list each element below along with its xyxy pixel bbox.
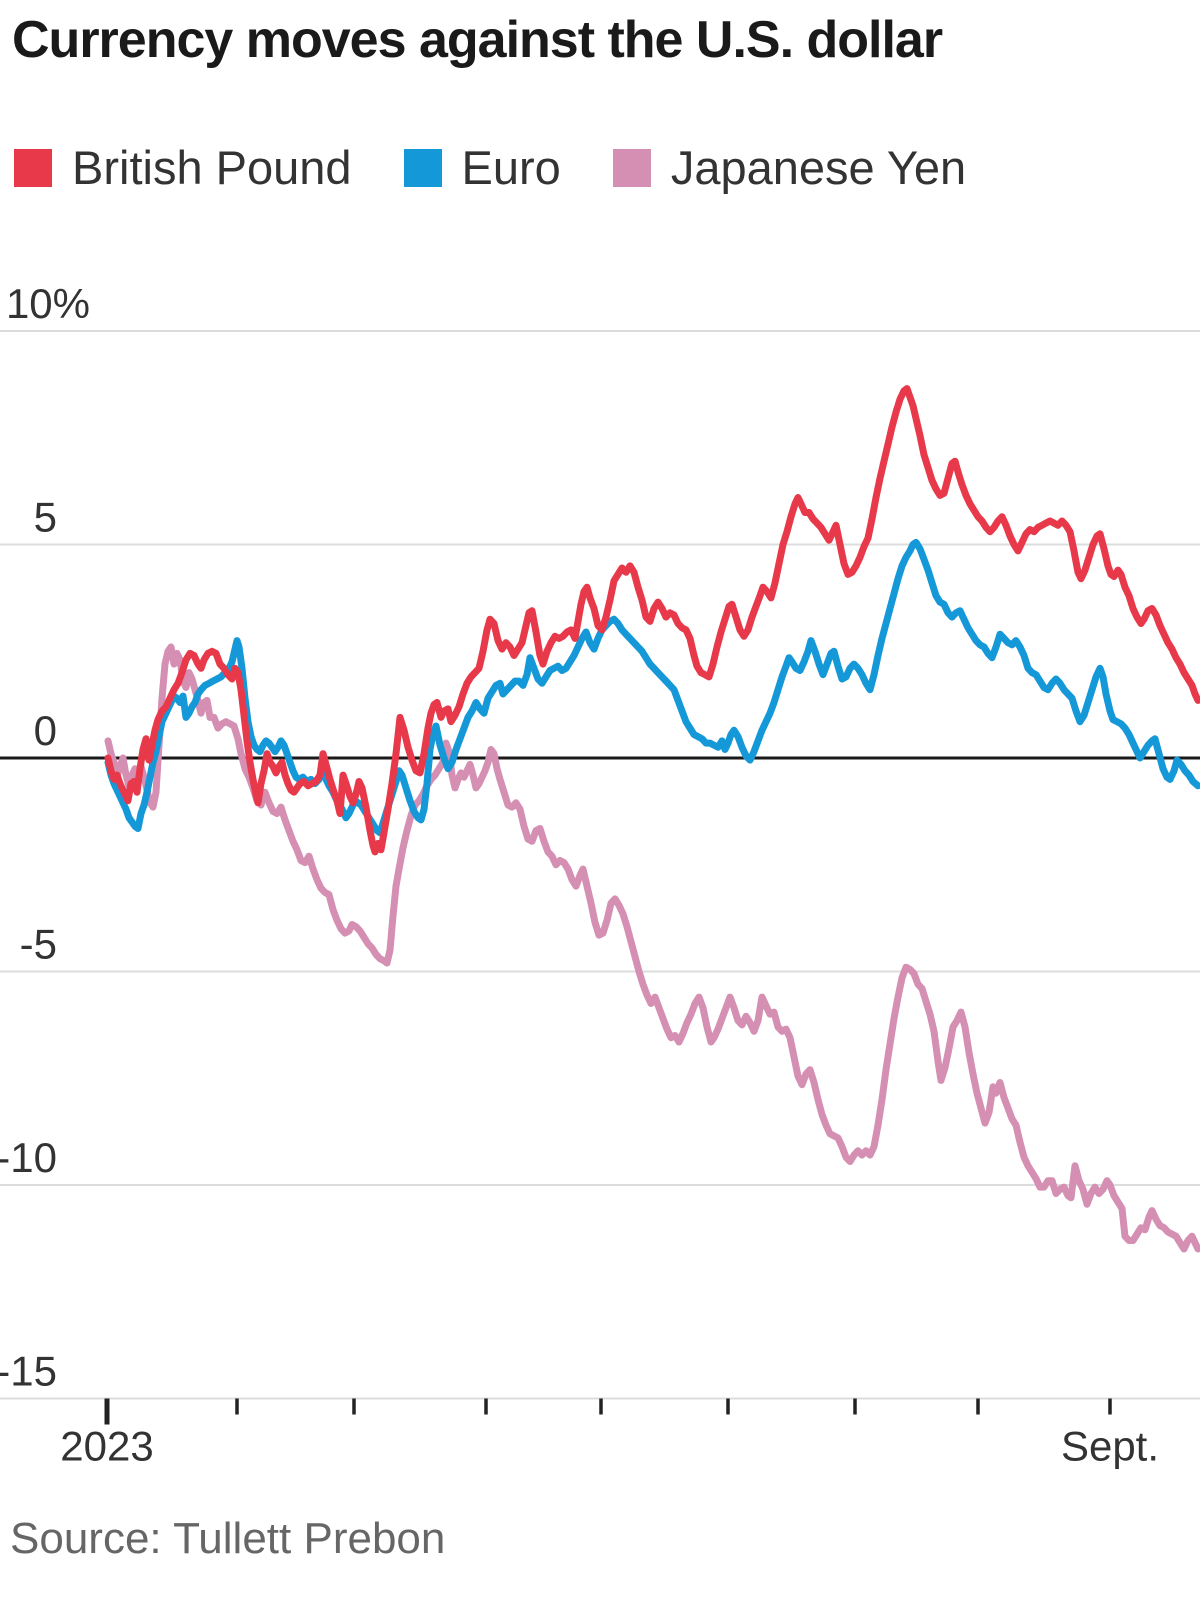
series-line-euro [104, 538, 1200, 837]
legend-item-british-pound: British Pound [14, 140, 352, 195]
y-axis-label-5: 5 [34, 494, 57, 541]
legend-label-japanese-yen: Japanese Yen [670, 141, 967, 194]
legend-item-euro: Euro [403, 140, 561, 195]
legend: British Pound Euro Japanese Yen [14, 140, 966, 195]
series-line-british-pound [104, 385, 1200, 856]
legend-item-japanese-yen: Japanese Yen [612, 140, 967, 195]
y-axis-label--15: -15 [0, 1348, 57, 1395]
y-axis-label-10: 10% [6, 280, 90, 327]
y-axis-label--5: -5 [20, 921, 57, 968]
series-line-japanese-yen [104, 643, 1200, 1253]
chart-title: Currency moves against the U.S. dollar [12, 11, 943, 69]
legend-label-euro: Euro [461, 141, 561, 194]
legend-swatch-japanese-yen [612, 148, 651, 187]
y-axis-label-0: 0 [34, 707, 57, 754]
source-note: Source: Tullett Prebon [10, 1514, 446, 1563]
legend-label-british-pound: British Pound [72, 141, 352, 194]
x-axis-label-sept: Sept. [1061, 1423, 1159, 1470]
legend-swatch-euro [403, 148, 442, 187]
x-axis-label-2023: 2023 [60, 1423, 153, 1470]
legend-swatch-british-pound [14, 148, 52, 187]
y-axis-label--10: -10 [0, 1134, 57, 1181]
